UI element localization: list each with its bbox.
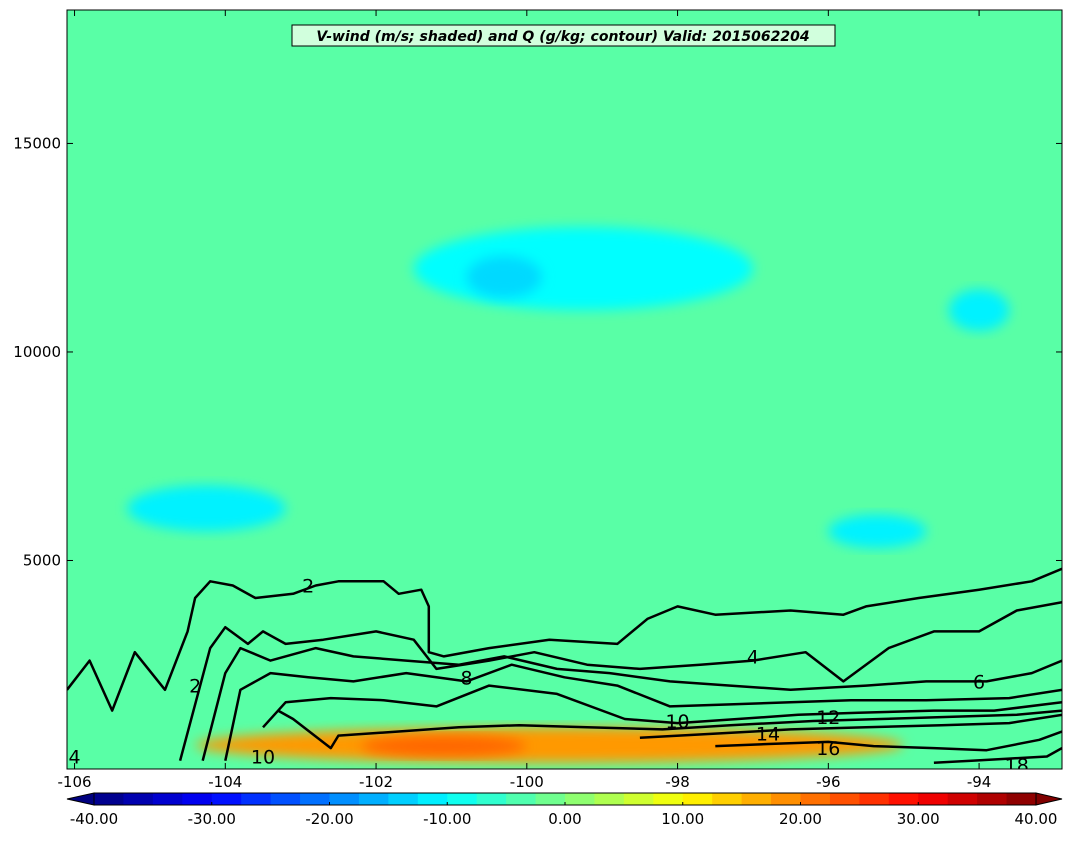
contour-line-14 <box>639 713 1062 739</box>
colorbar-segment <box>918 793 949 805</box>
colorbar-segment <box>506 793 537 805</box>
contour-label: 18 <box>1005 755 1029 777</box>
contour-label: 2 <box>302 576 314 598</box>
contour-label: 6 <box>973 671 985 693</box>
colorbar-tick-label: -40.00 <box>70 810 118 828</box>
x-tick-label: -98 <box>665 773 690 791</box>
colorbar-segment <box>182 793 213 805</box>
colorbar-tick-label: 0.00 <box>548 810 581 828</box>
colorbar-segment <box>417 793 448 805</box>
chart-title: V-wind (m/s; shaded) and Q (g/kg; contou… <box>316 29 809 45</box>
colorbar-extend-max <box>1035 792 1063 806</box>
colorbar-segment <box>270 793 301 805</box>
colorbar-tick-label: 20.00 <box>779 810 822 828</box>
contour-label: 14 <box>756 724 780 746</box>
colorbar-segment <box>829 793 860 805</box>
y-tick-label: 15000 <box>13 134 61 152</box>
shaded-region-upper-jet-core <box>466 256 542 298</box>
shaded-region-upper-jet-band <box>413 226 753 311</box>
colorbar-segment <box>712 793 743 805</box>
colorbar-segment <box>859 793 890 805</box>
shaded-region-upper-east-patch <box>948 289 1010 332</box>
contour-label: 12 <box>816 707 840 729</box>
contour-line-16 <box>715 730 1062 752</box>
colorbar-segment <box>300 793 330 805</box>
contour-label: 16 <box>816 738 840 760</box>
colorbar-segment <box>388 793 419 805</box>
contour-line-12 <box>277 709 1062 750</box>
colorbar-segment <box>94 793 124 805</box>
colorbar-segment <box>476 793 507 805</box>
colorbar-segment <box>1006 793 1037 805</box>
colorbar-tick-label: -10.00 <box>423 810 471 828</box>
colorbar-segment <box>888 793 919 805</box>
x-tick-label: -104 <box>208 773 242 791</box>
colorbar-segment <box>977 793 1008 805</box>
colorbar-segment <box>565 793 595 805</box>
shaded-region-low-level-jet-core <box>360 735 527 757</box>
chart-title-box: V-wind (m/s; shaded) and Q (g/kg; contou… <box>291 24 836 47</box>
colorbar: -40.00 -30.00 -20.00 -10.00 0.00 10.00 20.00 30… <box>66 792 1063 828</box>
contour-line-2 <box>67 567 1062 712</box>
colorbar-segment <box>653 793 684 805</box>
x-tick-label: -106 <box>58 773 92 791</box>
contour-line-10 <box>262 684 1062 729</box>
shaded-region-background <box>67 10 1062 769</box>
colorbar-segment <box>123 793 154 805</box>
shaded-region-mid-east-patch <box>828 514 927 548</box>
colorbar-segment <box>329 793 360 805</box>
x-tick-label: -96 <box>816 773 841 791</box>
colorbar-segment <box>800 793 831 805</box>
colorbar-segment <box>241 793 272 805</box>
contour-label: 8 <box>460 667 472 689</box>
colorbar-segment <box>623 793 654 805</box>
colorbar-tick-label: 10.00 <box>661 810 704 828</box>
colorbar-extend-min <box>66 792 95 806</box>
x-axis: -106 -104 -102 -100 -98 -96 -94 <box>58 10 992 791</box>
contour-label: 10 <box>665 711 689 733</box>
colorbar-segment <box>211 793 242 805</box>
contour-label: 10 <box>251 746 275 768</box>
colorbar-segment <box>447 793 478 805</box>
x-tick-label: -102 <box>359 773 393 791</box>
colorbar-tick-label: -20.00 <box>305 810 353 828</box>
colorbar-segment <box>947 793 978 805</box>
colorbar-segment <box>535 793 566 805</box>
y-tick-label: 10000 <box>13 343 61 361</box>
contour-line-4 <box>178 600 1062 762</box>
shaded-region-low-level-jet <box>195 727 904 763</box>
colorbar-segment <box>771 793 801 805</box>
contour-line-18 <box>933 747 1062 764</box>
contour-label: 2 <box>189 676 201 698</box>
colorbar-segment <box>152 793 183 805</box>
x-tick-label: -94 <box>967 773 992 791</box>
colorbar-segment <box>358 793 389 805</box>
y-tick-label: 5000 <box>23 551 61 569</box>
colorbar-segment <box>682 793 713 805</box>
contour-line-6 <box>201 646 1062 762</box>
colorbar-segment <box>594 793 625 805</box>
colorbar-tick-label: 30.00 <box>897 810 940 828</box>
contour-line-8 <box>224 663 1062 761</box>
contour-label: 4 <box>747 646 759 668</box>
shaded-region-mid-west-patch <box>127 485 286 532</box>
plot-frame <box>66 9 1063 770</box>
plot-area: 2 4 6 8 10 10 12 14 16 18 2 4 <box>67 10 1062 777</box>
colorbar-segment <box>741 793 772 805</box>
x-tick-label: -100 <box>510 773 544 791</box>
colorbar-tick-label: -30.00 <box>188 810 236 828</box>
y-axis: 5000 10000 15000 <box>13 134 1062 569</box>
title-background <box>291 24 836 47</box>
contour-label: 4 <box>68 746 80 768</box>
colorbar-tick-label: 40.00 <box>1015 810 1058 828</box>
